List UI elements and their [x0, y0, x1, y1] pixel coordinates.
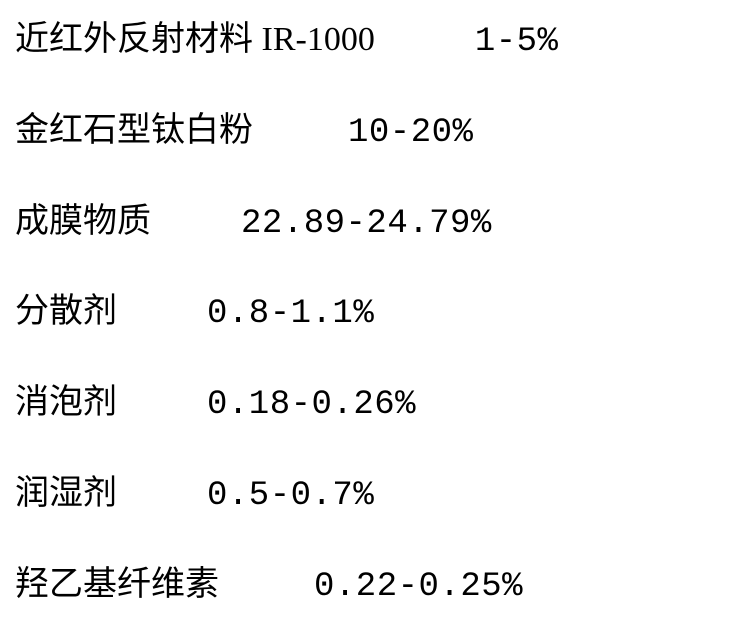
ingredient-row: 消泡剂 0.18-0.26%	[15, 383, 734, 426]
ingredient-value: 0.8-1.1%	[207, 294, 374, 335]
ingredient-value: 1-5%	[475, 22, 559, 63]
ingredient-value: 0.22-0.25%	[314, 567, 523, 608]
ingredient-row: 金红石型钛白粉 10-20%	[15, 111, 734, 154]
ingredient-value: 22.89-24.79%	[241, 204, 492, 245]
ingredient-row: 润湿剂 0.5-0.7%	[15, 474, 734, 517]
ingredient-value: 10-20%	[348, 113, 473, 154]
ingredient-label: 羟乙基纤维素	[15, 565, 219, 606]
ingredient-value: 0.18-0.26%	[207, 385, 416, 426]
ingredient-row: 分散剂 0.8-1.1%	[15, 292, 734, 335]
ingredient-label: 分散剂	[15, 292, 117, 333]
ingredient-label: 润湿剂	[15, 474, 117, 515]
ingredient-label: 近红外反射材料 IR-1000	[15, 20, 375, 61]
ingredient-label: 成膜物质	[15, 202, 151, 243]
ingredient-row: 成膜物质 22.89-24.79%	[15, 202, 734, 245]
ingredient-value: 0.5-0.7%	[207, 476, 374, 517]
ingredient-list: 近红外反射材料 IR-1000 1-5% 金红石型钛白粉 10-20% 成膜物质 22.8…	[15, 20, 734, 608]
ingredient-label: 金红石型钛白粉	[15, 111, 253, 152]
ingredient-row: 近红外反射材料 IR-1000 1-5%	[15, 20, 734, 63]
ingredient-row: 羟乙基纤维素 0.22-0.25%	[15, 565, 734, 608]
ingredient-label: 消泡剂	[15, 383, 117, 424]
